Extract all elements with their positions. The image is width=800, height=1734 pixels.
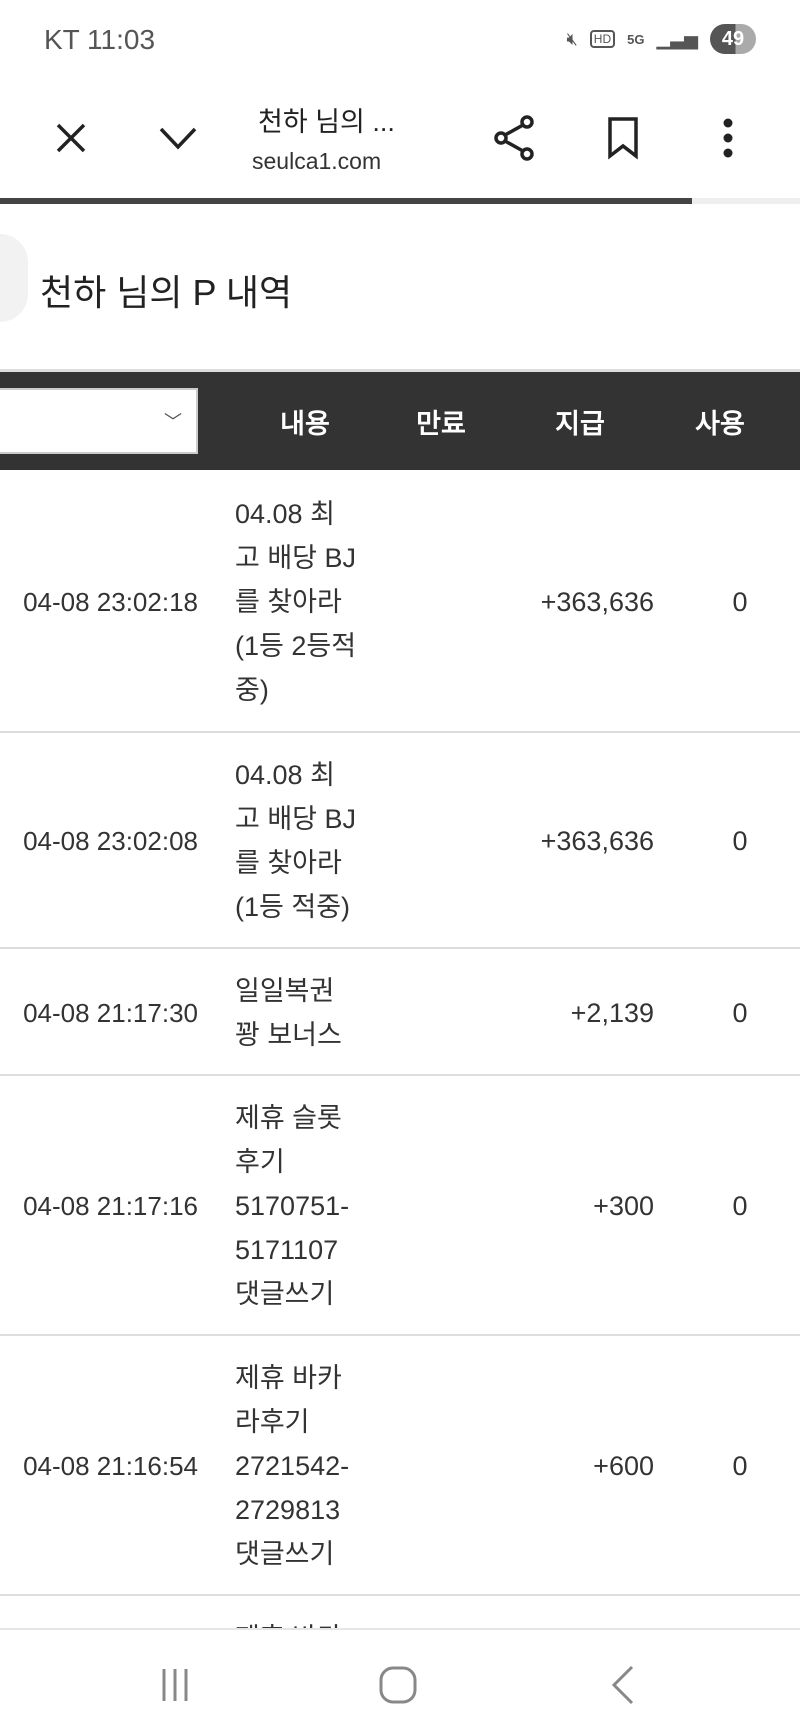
row-paid: +363,636 (540, 826, 654, 856)
row-paid: +600 (593, 1451, 654, 1481)
row-content-line: 04.08 최 (235, 499, 335, 529)
row-content-line: 고 배당 BJ (235, 804, 357, 834)
more-icon[interactable] (700, 110, 756, 166)
progress-fill (0, 198, 692, 204)
row-content-line: 04.08 최 (235, 760, 335, 790)
row-content-line: 를 찾아라 (235, 587, 342, 617)
back-icon[interactable] (593, 1660, 653, 1710)
page-tab-title: 천하 님의 ... (258, 107, 395, 137)
row-paid: +2,139 (570, 997, 654, 1028)
page-header: 천하 님의 P 내역 (0, 204, 800, 369)
row-used: 0 (732, 1191, 748, 1221)
row-used: 0 (732, 997, 748, 1028)
close-icon[interactable] (43, 110, 99, 166)
avatar (0, 234, 28, 322)
signal-icon: ▁▃▅ (656, 28, 698, 49)
row-content-line: 2721542- (235, 1451, 350, 1481)
page-title: 천하 님의 P 내역 (40, 272, 293, 313)
browser-toolbar: 천하 님의 ... seulca1.com (0, 80, 800, 196)
table-header: ﹀ 내용 만료 지급 사용 (0, 369, 800, 470)
row-content-line: 고 배당 BJ (235, 543, 357, 573)
row-date: 04-08 21:17:16 (23, 1191, 198, 1221)
header-paid[interactable]: 지급 (555, 409, 605, 439)
status-time: KT 11:03 (44, 24, 156, 55)
5g-icon: 5G (627, 31, 645, 47)
row-content-line: 5170751- (235, 1191, 350, 1221)
chevron-down-icon: ﹀ (164, 412, 182, 432)
row-used: 0 (732, 587, 748, 617)
table-row: 제휴 바카 (0, 1596, 800, 1628)
row-content-line: 제휴 슬롯 (235, 1103, 342, 1133)
row-content-line: 제휴 바카 (235, 1616, 395, 1628)
row-paid: +300 (593, 1191, 654, 1221)
row-date: 04-08 21:16:54 (23, 1451, 198, 1481)
row-content-line: 를 찾아라 (235, 848, 342, 878)
row-content-line: 댓글쓰기 (235, 1539, 335, 1569)
row-content-line: 2729813 (235, 1495, 341, 1525)
row-used: 0 (732, 1451, 748, 1481)
date-filter-select[interactable]: ﹀ (0, 388, 198, 454)
page-url: seulca1.com (252, 148, 382, 174)
share-icon[interactable] (487, 110, 543, 166)
chevron-down-icon[interactable] (150, 110, 206, 166)
battery-icon: 49 (710, 24, 756, 54)
row-date: 04-08 21:17:30 (23, 997, 198, 1028)
row-paid: +363,636 (540, 587, 654, 617)
header-content[interactable]: 내용 (280, 409, 330, 439)
row-used: 0 (732, 826, 748, 856)
row-content: 제휴 바카 (235, 1616, 395, 1628)
row-content-line: 후기 (235, 1147, 285, 1177)
row-date: 04-08 23:02:18 (23, 587, 198, 617)
row-date: 04-08 23:02:08 (23, 826, 198, 856)
header-expiry[interactable]: 만료 (416, 409, 466, 439)
row-content-line: 꽝 보너스 (235, 1019, 342, 1050)
row-content-line: 댓글쓰기 (235, 1279, 335, 1309)
bookmark-icon[interactable] (595, 110, 651, 166)
row-content-line: (1등 2등적 (235, 631, 357, 661)
row-content-line: 일일복권 (235, 975, 335, 1006)
status-icons: 🔇︎ HD 5G ▁▃▅ 49 (566, 24, 756, 54)
header-used[interactable]: 사용 (695, 409, 745, 439)
row-content-line: (1등 적중) (235, 892, 351, 922)
page-load-progress (0, 198, 800, 204)
system-nav-bar (0, 1628, 800, 1734)
home-icon[interactable] (368, 1660, 428, 1710)
recent-apps-icon[interactable] (145, 1660, 205, 1710)
status-bar: KT 11:03 🔇︎ HD 5G ▁▃▅ 49 (0, 0, 800, 80)
row-content-line: 라후기 (235, 1407, 310, 1437)
row-content-line: 중) (235, 675, 269, 705)
hd-icon: HD (589, 30, 616, 48)
row-content-line: 제휴 바카 (235, 1363, 342, 1393)
row-content-line: 5171107 (235, 1235, 339, 1265)
mute-icon: 🔇︎ (566, 28, 578, 49)
